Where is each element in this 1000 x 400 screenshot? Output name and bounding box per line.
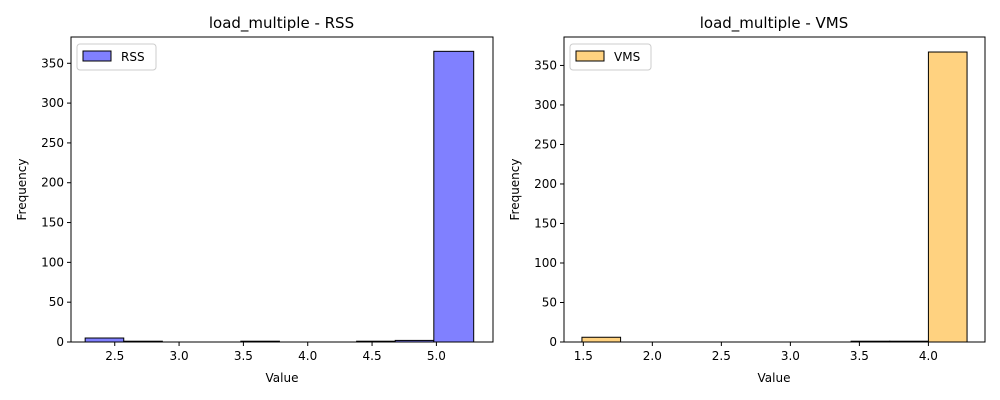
rss-y-tick-label-5: 250 bbox=[41, 136, 64, 150]
vms-x-tick-label-3: 3.0 bbox=[781, 349, 800, 363]
rss-y-tick-label-0: 0 bbox=[56, 335, 64, 349]
rss-y-tick-label-1: 50 bbox=[49, 295, 64, 309]
rss-x-tick-label-0: 2.5 bbox=[105, 349, 124, 363]
vms-chart-panel: load_multiple - VMS 1.5 2.0 2.5 3.0 3.5 4.0 0… bbox=[508, 14, 986, 385]
rss-x-tick-label-1: 3.0 bbox=[170, 349, 189, 363]
rss-y-tick-label-6: 300 bbox=[41, 96, 64, 110]
vms-chart-title: load_multiple - VMS bbox=[700, 14, 848, 33]
rss-y-tick-label-7: 350 bbox=[41, 56, 64, 70]
rss-bar-9 bbox=[433, 50, 475, 343]
vms-x-tick-label-0: 1.5 bbox=[574, 349, 593, 363]
vms-y-axis-label: Frequency bbox=[508, 159, 522, 221]
vms-x-axis: 1.5 2.0 2.5 3.0 3.5 4.0 bbox=[574, 342, 938, 363]
vms-bar-9 bbox=[927, 51, 968, 343]
rss-x-tick-label-4: 4.5 bbox=[363, 349, 382, 363]
vms-x-axis-label: Value bbox=[758, 371, 791, 385]
rss-y-axis-label: Frequency bbox=[15, 159, 29, 221]
vms-y-tick-label-5: 250 bbox=[534, 137, 557, 151]
rss-legend-label: RSS bbox=[121, 50, 145, 64]
vms-y-tick-label-3: 150 bbox=[534, 216, 557, 230]
rss-legend: RSS bbox=[76, 43, 157, 71]
vms-bar-0 bbox=[581, 336, 622, 343]
rss-chart-panel: load_multiple - RSS 2.5 3.0 3.5 4.0 4.5 5.0 0… bbox=[15, 14, 494, 385]
rss-bars bbox=[84, 50, 475, 343]
vms-legend: VMS bbox=[569, 43, 652, 71]
rss-x-axis: 2.5 3.0 3.5 4.0 4.5 5.0 bbox=[105, 342, 446, 363]
rss-y-tick-label-4: 200 bbox=[41, 176, 64, 190]
vms-x-tick-label-1: 2.0 bbox=[643, 349, 662, 363]
vms-x-tick-label-5: 4.0 bbox=[919, 349, 938, 363]
vms-x-tick-label-2: 2.5 bbox=[712, 349, 731, 363]
rss-x-axis-label: Value bbox=[266, 371, 299, 385]
rss-y-tick-label-2: 100 bbox=[41, 255, 64, 269]
rss-chart-title: load_multiple - RSS bbox=[209, 14, 354, 33]
vms-legend-swatch bbox=[575, 50, 605, 62]
vms-y-tick-label-6: 300 bbox=[534, 98, 557, 112]
rss-x-tick-label-5: 5.0 bbox=[427, 349, 446, 363]
vms-x-tick-label-4: 3.5 bbox=[850, 349, 869, 363]
rss-bar-0 bbox=[84, 337, 125, 343]
vms-y-tick-label-1: 50 bbox=[542, 295, 557, 309]
rss-legend-swatch bbox=[82, 50, 112, 62]
vms-y-tick-label-0: 0 bbox=[549, 335, 557, 349]
vms-y-axis: 0 50 100 150 200 250 300 350 bbox=[534, 58, 564, 349]
vms-y-tick-label-7: 350 bbox=[534, 58, 557, 72]
vms-y-tick-label-2: 100 bbox=[534, 256, 557, 270]
rss-x-tick-label-3: 4.0 bbox=[298, 349, 317, 363]
vms-plot-frame bbox=[563, 36, 986, 343]
vms-bars bbox=[581, 51, 968, 343]
vms-y-tick-label-4: 200 bbox=[534, 177, 557, 191]
rss-x-tick-label-2: 3.5 bbox=[234, 349, 253, 363]
rss-plot-frame bbox=[70, 36, 494, 343]
rss-y-axis: 0 50 100 150 200 250 300 350 bbox=[41, 56, 71, 349]
rss-y-tick-label-3: 150 bbox=[41, 216, 64, 230]
vms-legend-label: VMS bbox=[614, 50, 640, 64]
